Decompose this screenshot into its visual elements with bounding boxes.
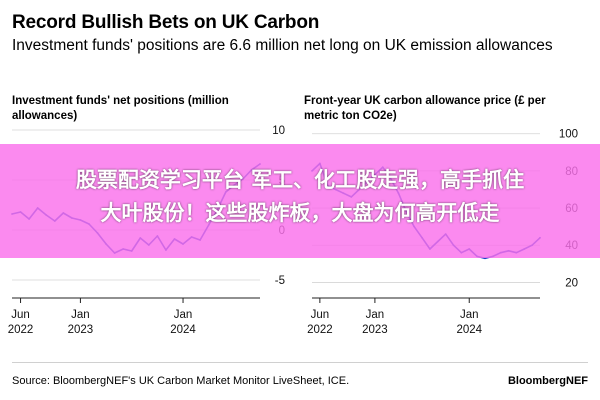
overlay-banner	[0, 144, 600, 258]
positions-x-tick-label: 2022	[8, 324, 34, 336]
page-title: Record Bullish Bets on UK Carbon	[12, 12, 320, 33]
overlay-banner-line-2: 大叶股份！这些股炸板，大盘为何高开低走	[100, 201, 500, 225]
overlay-banner-line-1: 股票配资学习平台 军工、化工股走强，高手抓住	[75, 168, 525, 192]
price-x-tick-label: Jun	[311, 309, 330, 321]
right-chart-title: Front-year UK carbon allowance price (£ …	[304, 95, 546, 122]
positions-y-tick-label: -5	[275, 275, 285, 287]
price-x-tick-label: 2022	[307, 324, 333, 336]
positions-x-tick-label: Jan	[71, 309, 90, 321]
positions-y-tick-label: 10	[272, 125, 285, 137]
footer-divider	[12, 362, 588, 363]
price-y-tick-label: 20	[565, 277, 578, 289]
price-x-tick-label: 2023	[362, 324, 388, 336]
positions-x-tick-label: Jun	[11, 309, 30, 321]
positions-x-tick-label: Jan	[174, 309, 193, 321]
overlay-banner-text: 股票配资学习平台 军工、化工股走强，高手抓住 大叶股份！这些股炸板，大盘为何高开…	[20, 164, 580, 230]
brand-logo: BloombergNEF	[507, 375, 588, 387]
price-x-tick-label: Jan	[366, 309, 385, 321]
price-x-tick-label: 2024	[456, 324, 482, 336]
page-subtitle: Investment funds' positions are 6.6 mill…	[12, 37, 553, 54]
positions-x-tick-label: 2023	[68, 324, 94, 336]
positions-x-tick-label: 2024	[170, 324, 196, 336]
price-y-tick-label: 100	[559, 129, 578, 141]
source-note: Source: BloombergNEF's UK Carbon Market …	[12, 375, 350, 387]
price-x-tick-label: Jan	[460, 309, 479, 321]
left-chart-title: Investment funds' net positions (million…	[12, 95, 229, 122]
